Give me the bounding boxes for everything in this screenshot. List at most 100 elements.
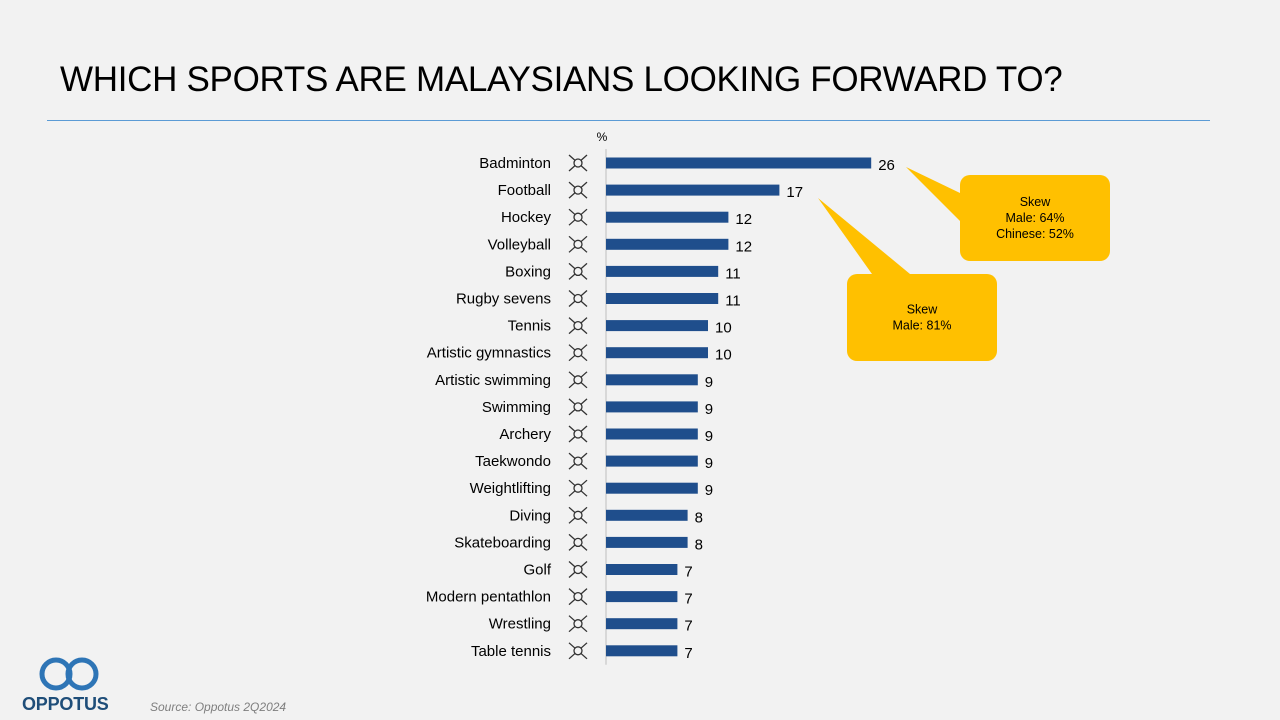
callout-pointer (818, 198, 910, 274)
category-label: Boxing (505, 263, 551, 280)
value-label: 9 (705, 401, 713, 418)
sport-icon (568, 371, 588, 389)
sport-icon (568, 154, 588, 172)
category-label: Weightlifting (470, 480, 551, 497)
category-labels: Badminton Football Hockey Volleyball Boxing R… (426, 155, 552, 660)
bar (606, 374, 698, 386)
unit-label: % (597, 130, 608, 144)
sport-icon (568, 398, 588, 416)
oppotus-logo-icon (39, 657, 99, 691)
value-label: 7 (684, 564, 692, 581)
category-label: Volleyball (488, 236, 551, 253)
bar (606, 347, 708, 359)
value-label: 10 (715, 347, 732, 364)
source-note: Source: Oppotus 2Q2024 (150, 700, 287, 714)
bar (606, 401, 698, 413)
value-label: 7 (684, 618, 692, 635)
bar (606, 265, 719, 277)
category-label: Badminton (479, 155, 551, 172)
bar (606, 320, 708, 332)
logo-text: OPPOTUS (22, 694, 109, 714)
bar (606, 238, 729, 250)
sport-icon (568, 642, 588, 660)
category-label: Table tennis (471, 643, 551, 660)
chart-axis: % (597, 130, 608, 665)
category-label: Artistic gymnastics (427, 345, 551, 362)
sport-icon (568, 561, 588, 578)
category-label: Rugby sevens (456, 291, 551, 308)
sport-icon (568, 588, 588, 606)
category-label: Modern pentathlon (426, 589, 551, 606)
category-label: Diving (509, 507, 551, 524)
sport-icons (568, 154, 588, 660)
bar (606, 455, 698, 467)
bar (606, 564, 678, 575)
callout-text: Male: 81% (892, 319, 951, 333)
value-label: 8 (695, 536, 703, 553)
sport-icon (568, 344, 588, 362)
bars (606, 157, 872, 657)
value-label: 9 (705, 428, 713, 445)
sport-icon (568, 425, 588, 443)
callout-text: Male: 64% (1005, 211, 1064, 225)
callout-pointer (906, 167, 960, 221)
callout-text: Chinese: 52% (996, 227, 1074, 241)
bar (606, 211, 729, 223)
value-label: 8 (695, 509, 703, 526)
sport-icon (568, 533, 588, 551)
callout-text: Skew (907, 303, 939, 317)
bar (606, 428, 698, 440)
bar (606, 645, 678, 657)
callout-box (847, 274, 997, 361)
bar (606, 618, 678, 630)
sport-icon (568, 317, 588, 335)
category-label: Football (498, 182, 551, 199)
value-label: 17 (786, 184, 803, 201)
value-label: 26 (878, 157, 895, 174)
sport-icon (568, 479, 588, 497)
value-label: 11 (725, 265, 741, 282)
value-label: 11 (725, 293, 741, 310)
title-divider (47, 120, 1210, 121)
callout: Skew Male: 64% Chinese: 52% (906, 167, 1110, 261)
category-label: Hockey (501, 209, 552, 226)
value-label: 7 (684, 645, 692, 662)
sport-icon (568, 506, 588, 524)
sport-icon (568, 290, 588, 307)
bar (606, 482, 698, 494)
value-label: 12 (735, 238, 752, 255)
value-label: 10 (715, 320, 732, 337)
sport-icon (568, 262, 588, 280)
page-title: WHICH SPORTS ARE MALAYSIANS LOOKING FORW… (60, 60, 1063, 99)
category-label: Tennis (508, 318, 551, 335)
value-label: 9 (705, 374, 713, 391)
value-label: 9 (705, 482, 713, 499)
bar (606, 293, 719, 304)
category-label: Taekwondo (475, 453, 551, 470)
callouts: Skew Male: 64% Chinese: 52% Skew Male: 81% (818, 167, 1110, 361)
sport-icon (568, 452, 588, 470)
value-label: 12 (735, 211, 752, 228)
category-label: Wrestling (489, 616, 551, 633)
bar (606, 157, 872, 169)
callout-box (960, 175, 1110, 261)
sport-icon (568, 181, 588, 199)
category-label: Archery (499, 426, 551, 443)
bar (606, 536, 688, 548)
category-label: Swimming (482, 399, 551, 416)
bar (606, 184, 780, 196)
bar (606, 591, 678, 603)
callout: Skew Male: 81% (818, 198, 997, 361)
value-label: 9 (705, 455, 713, 472)
sport-icon (568, 235, 588, 253)
sport-icon (568, 208, 588, 226)
category-label: Skateboarding (454, 534, 551, 551)
callout-text: Skew (1020, 195, 1052, 209)
bar (606, 509, 688, 521)
category-label: Artistic swimming (435, 372, 551, 389)
category-label: Golf (523, 562, 551, 579)
bar-chart: Skew Male: 64% Chinese: 52% Skew Male: 81% %… (426, 130, 1110, 665)
sport-icon (568, 615, 588, 633)
value-label: 7 (684, 591, 692, 608)
